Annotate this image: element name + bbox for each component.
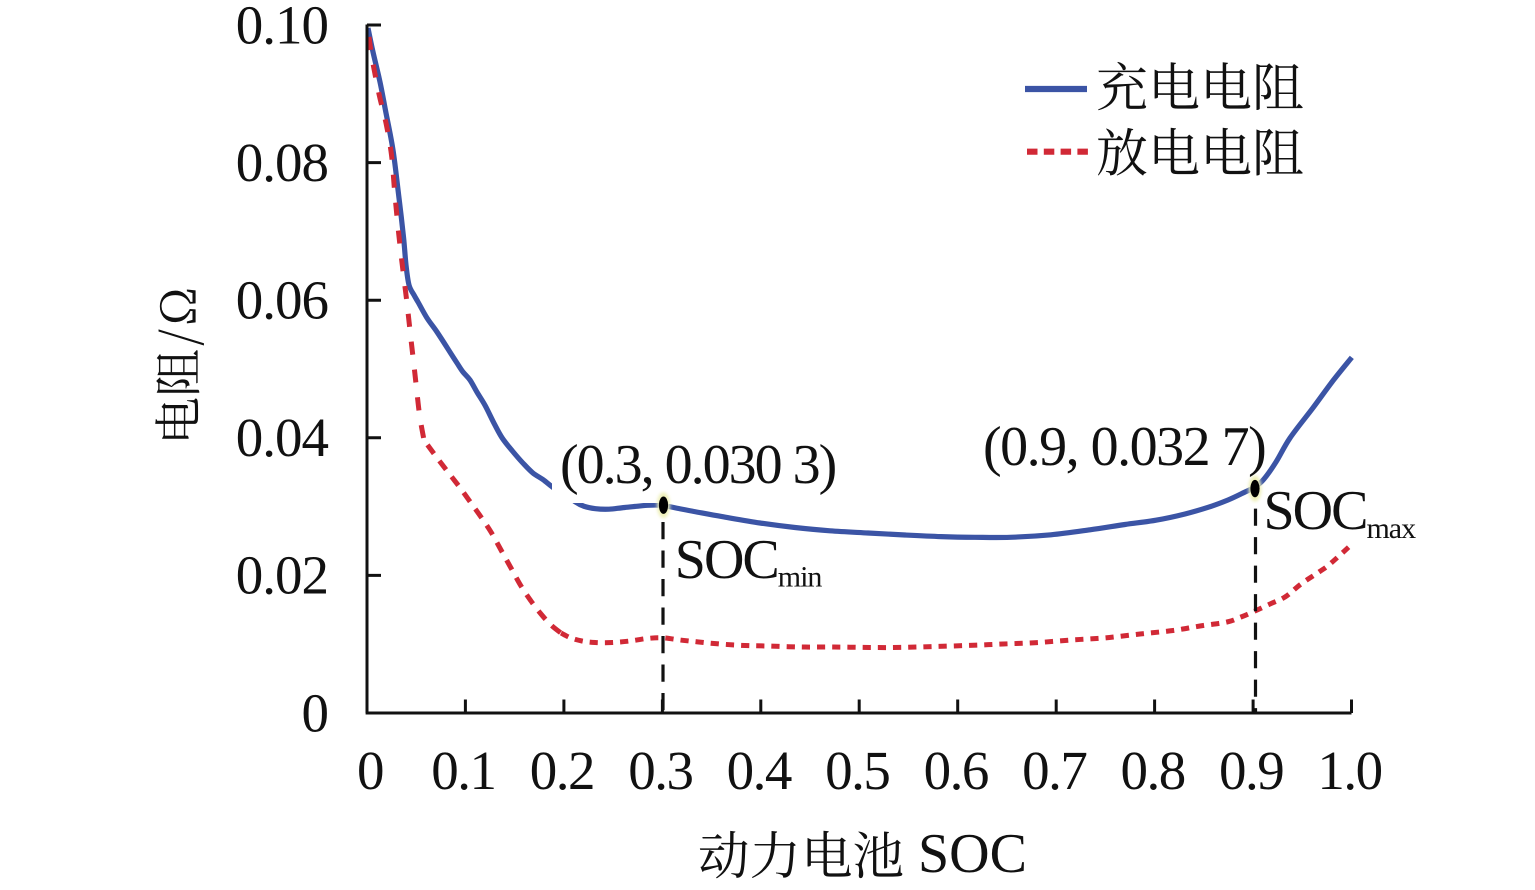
svg-text:0.1: 0.1 xyxy=(431,740,495,801)
svg-text:(0.3, 0.030 3): (0.3, 0.030 3) xyxy=(560,434,836,496)
svg-text:SOC: SOC xyxy=(918,823,1027,885)
svg-text:(0.9, 0.032 7): (0.9, 0.032 7) xyxy=(983,416,1265,478)
svg-text:0.3: 0.3 xyxy=(628,740,692,801)
svg-text:0.5: 0.5 xyxy=(825,740,889,801)
svg-text:0.9: 0.9 xyxy=(1219,740,1283,801)
svg-text:0.4: 0.4 xyxy=(727,740,792,801)
svg-text:0: 0 xyxy=(357,740,383,801)
svg-text:0.8: 0.8 xyxy=(1120,740,1184,801)
svg-text:0.04: 0.04 xyxy=(236,407,329,468)
svg-text:0.2: 0.2 xyxy=(530,740,594,801)
svg-text:SOCmin: SOCmin xyxy=(675,529,823,594)
svg-text:0.08: 0.08 xyxy=(236,132,328,193)
svg-text:0.02: 0.02 xyxy=(236,545,328,606)
svg-text:0.10: 0.10 xyxy=(236,0,328,55)
svg-text:0.7: 0.7 xyxy=(1022,740,1086,801)
svg-text:0: 0 xyxy=(302,682,329,743)
svg-text:0.6: 0.6 xyxy=(924,740,988,801)
svg-text:0.06: 0.06 xyxy=(236,270,328,331)
svg-text:1.0: 1.0 xyxy=(1317,740,1381,801)
